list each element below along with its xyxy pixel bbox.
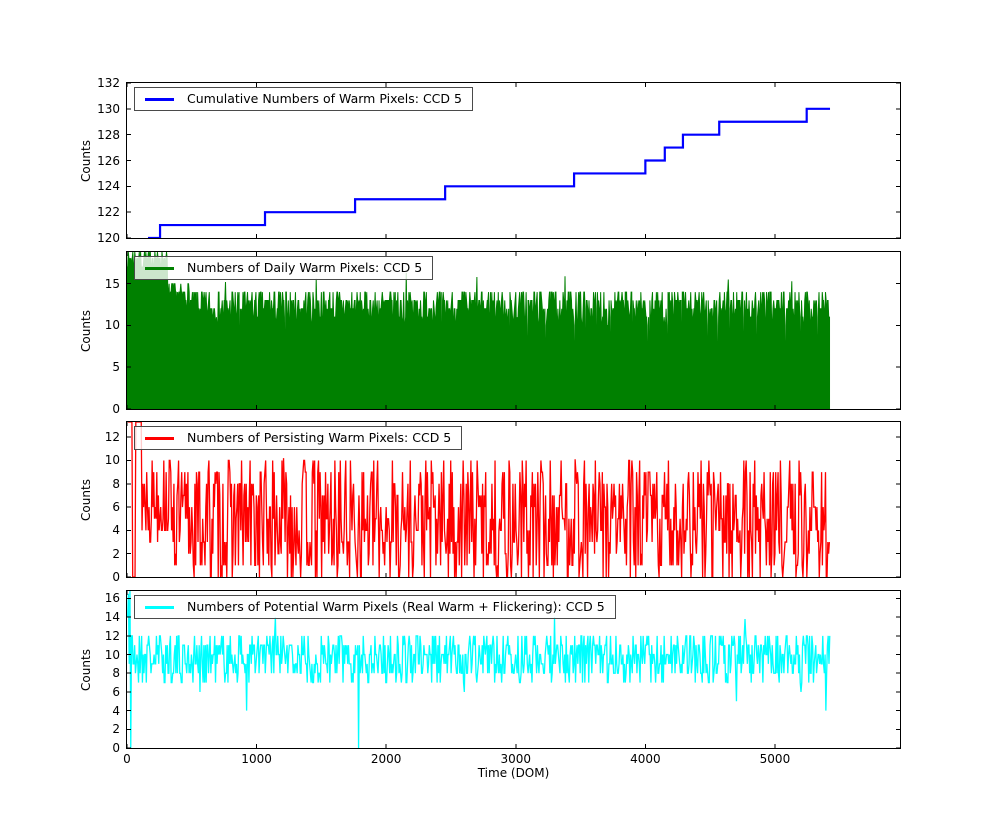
panel-daily-warm-pixels: Numbers of Daily Warm Pixels: CCD 5 [126, 251, 901, 410]
y-tick-label: 12 [104, 628, 120, 643]
series-cumulative-warm-pixels [147, 107, 831, 238]
legend-persisting: Numbers of Persisting Warm Pixels: CCD 5 [134, 426, 463, 451]
y-tick-label: 10 [104, 318, 120, 333]
legend-daily: Numbers of Daily Warm Pixels: CCD 5 [134, 256, 434, 281]
y-tick-label: 4 [112, 703, 120, 718]
x-tick-label: 1000 [241, 752, 272, 766]
y-tick-label: 120 [97, 231, 120, 245]
x-tick-label: 0 [123, 752, 131, 766]
legend-line-sample-daily [145, 266, 174, 270]
y-tick-label: 8 [112, 666, 120, 681]
series-persisting-warm-pixels [128, 422, 831, 577]
plot-persisting-warm-pixels [127, 422, 900, 577]
y-tick-label: 132 [97, 76, 120, 90]
y-tick-label: 0 [112, 741, 120, 755]
y-tick-label: 124 [97, 179, 120, 194]
plot-daily-warm-pixels [127, 252, 900, 409]
legend-line-sample-cumulative [145, 97, 174, 101]
y-tick-label: 6 [112, 500, 120, 515]
y-tick-label: 15 [104, 276, 120, 291]
legend-label-persisting: Numbers of Persisting Warm Pixels: CCD 5 [187, 430, 452, 445]
x-tick-label: 4000 [630, 752, 661, 766]
y-tick-label: 128 [97, 127, 120, 142]
legend-potential: Numbers of Potential Warm Pixels (Real W… [134, 595, 616, 620]
tick-marks [127, 591, 900, 748]
y-tick-label: 4 [112, 523, 120, 538]
series-daily-warm-pixels [127, 252, 831, 409]
tick-marks [127, 83, 900, 238]
panel-potential-warm-pixels: Numbers of Potential Warm Pixels (Real W… [126, 590, 901, 749]
y-tick-label: 0 [112, 402, 120, 416]
panel-persisting-warm-pixels: Numbers of Persisting Warm Pixels: CCD 5 [126, 421, 901, 578]
x-tick-label: 3000 [500, 752, 532, 766]
x-tick-label: 2000 [370, 752, 402, 766]
y-tick-label: 14 [104, 610, 120, 625]
y-tick-label: 10 [104, 647, 120, 662]
tick-marks [127, 252, 900, 409]
plot-cumulative-warm-pixels [127, 83, 900, 238]
legend-label-cumulative: Cumulative Numbers of Warm Pixels: CCD 5 [187, 91, 462, 106]
series-fill-daily-warm-pixels [127, 252, 831, 409]
y-tick-label: 2 [112, 722, 120, 737]
y-tick-label: 0 [112, 570, 120, 584]
y-tick-label: 6 [112, 684, 120, 699]
legend-line-sample-potential [145, 605, 174, 609]
y-tick-label: 130 [97, 101, 120, 116]
x-axis-title: Time (DOM) [477, 766, 550, 780]
plot-potential-warm-pixels [127, 591, 900, 748]
y-tick-label: 16 [104, 591, 120, 606]
tick-marks [127, 422, 900, 577]
y-tick-label: 10 [104, 453, 120, 468]
y-axis-title: Counts [79, 139, 93, 182]
series-potential-warm-pixels [127, 591, 831, 748]
y-tick-label: 2 [112, 546, 120, 561]
y-axis-title: Counts [79, 309, 93, 352]
y-tick-label: 5 [112, 360, 120, 375]
y-tick-label: 8 [112, 476, 120, 491]
legend-label-daily: Numbers of Daily Warm Pixels: CCD 5 [187, 260, 423, 275]
legend-line-sample-persisting [145, 436, 174, 440]
y-tick-label: 122 [97, 205, 120, 220]
y-axis-title: Counts [79, 478, 93, 521]
panel-cumulative-warm-pixels: Cumulative Numbers of Warm Pixels: CCD 5 [126, 82, 901, 239]
legend-label-potential: Numbers of Potential Warm Pixels (Real W… [187, 599, 605, 614]
y-tick-label: 126 [97, 153, 120, 168]
legend-cumulative: Cumulative Numbers of Warm Pixels: CCD 5 [134, 87, 473, 112]
x-tick-label: 5000 [759, 752, 791, 766]
y-tick-label: 12 [104, 430, 120, 445]
y-axis-title: Counts [79, 648, 93, 691]
